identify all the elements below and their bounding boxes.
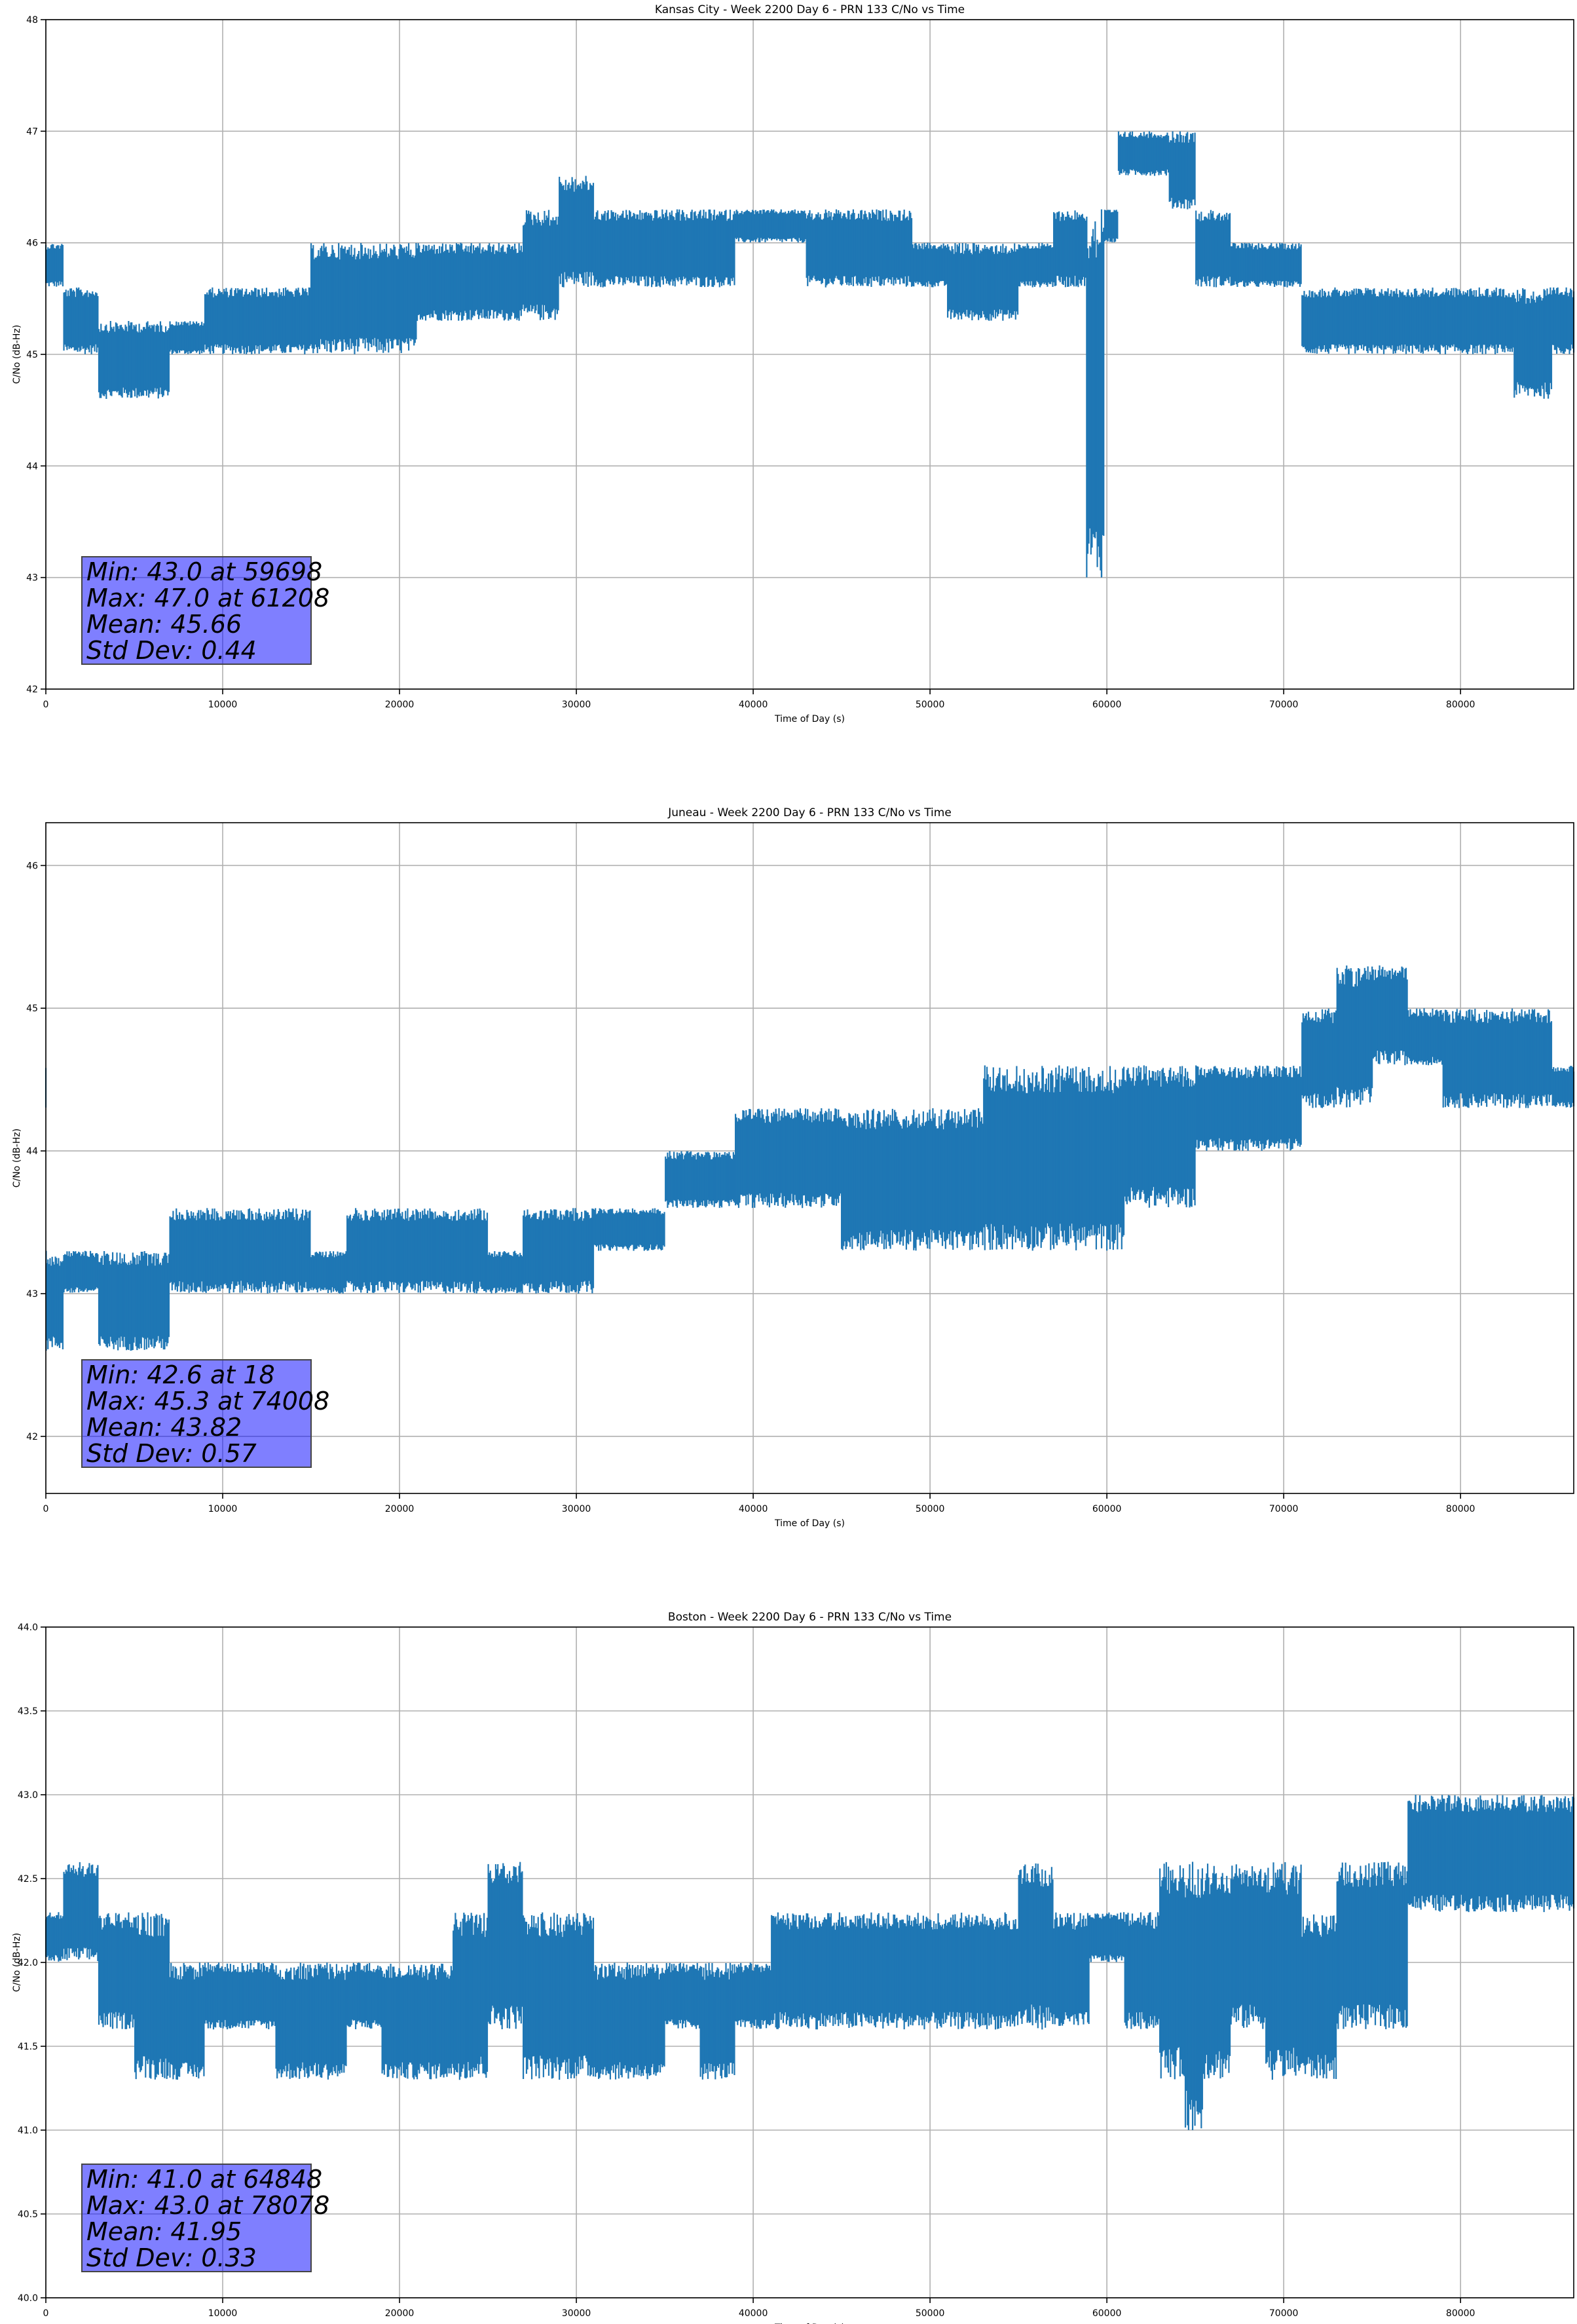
x-tick-label: 10000 (208, 1504, 238, 1514)
y-tick-label: 42 (26, 1432, 38, 1442)
y-tick-label: 48 (26, 15, 38, 26)
stats-max: Max: 43.0 at 78078 (86, 2191, 330, 2220)
y-tick-label: 40.0 (18, 2293, 38, 2304)
stats-max: Max: 45.3 at 74008 (86, 1387, 330, 1415)
x-tick-label: 20000 (385, 1504, 415, 1514)
stats-box-boston: Min: 41.0 at 64848 Max: 43.0 at 78078 Me… (81, 2164, 330, 2272)
chart-juneau: 0 10000 20000 30000 40000 50000 60000 70000 8000… (12, 806, 1575, 1529)
x-tick-label: 60000 (1092, 700, 1122, 710)
stats-mean: Mean: 41.95 (86, 2217, 242, 2246)
x-tick-label: 10000 (208, 700, 238, 710)
stats-max: Max: 47.0 at 61208 (86, 584, 330, 612)
data-series (45, 1795, 1575, 2130)
stats-mean: Mean: 43.82 (86, 1413, 242, 1442)
y-tick-label: 43 (26, 573, 38, 584)
data-series (45, 965, 1575, 1351)
x-tick-label: 30000 (562, 2308, 591, 2319)
x-tick-label: 60000 (1092, 2308, 1122, 2319)
x-axis-label: Time of Day (s) (774, 2323, 845, 2324)
x-tick-label: 70000 (1269, 2308, 1299, 2319)
x-tick-label: 10000 (208, 2308, 238, 2319)
y-tick-label: 41.0 (18, 2126, 38, 2136)
chart-boston: 0 10000 20000 30000 40000 50000 60000 70000 8000… (12, 1611, 1575, 2324)
x-tick-label: 50000 (916, 2308, 945, 2319)
y-tick-label: 47 (26, 126, 38, 137)
chart-title: Juneau - Week 2200 Day 6 - PRN 133 C/No … (667, 806, 952, 819)
stats-box-juneau: Min: 42.6 at 18 Max: 45.3 at 74008 Mean:… (81, 1359, 330, 1468)
x-tick-label: 30000 (562, 1504, 591, 1514)
stats-min: Min: 41.0 at 64848 (86, 2165, 323, 2194)
y-axis-label: C/No (dB-Hz) (12, 1933, 22, 1992)
x-tick-label: 30000 (562, 700, 591, 710)
x-tick-label: 0 (43, 1504, 49, 1514)
y-tick-label: 43 (26, 1289, 38, 1300)
axes-frame (45, 822, 1574, 1494)
stats-stddev: Std Dev: 0.57 (86, 1439, 257, 1468)
x-tick-label: 50000 (916, 700, 945, 710)
stats-stddev: Std Dev: 0.44 (86, 636, 257, 665)
chart-title: Boston - Week 2200 Day 6 - PRN 133 C/No … (668, 1611, 952, 1624)
y-tick-label: 44 (26, 461, 38, 472)
y-tick-label: 45 (26, 350, 38, 360)
x-axis-label: Time of Day (s) (774, 1518, 845, 1529)
x-tick-label: 50000 (916, 1504, 945, 1514)
x-tick-label: 40000 (739, 1504, 768, 1514)
x-axis-label: Time of Day (s) (774, 714, 845, 724)
x-tick-label: 40000 (739, 2308, 768, 2319)
chart-kansas-city: 0 10000 20000 30000 40000 50000 60000 70000 8000… (12, 3, 1575, 724)
y-tick-label: 45 (26, 1003, 38, 1014)
x-tick-label: 20000 (385, 700, 415, 710)
y-tick-label: 43.5 (18, 1706, 38, 1717)
x-tick-label: 80000 (1446, 1504, 1475, 1514)
stats-min: Min: 43.0 at 59698 (86, 557, 323, 586)
chart-title: Kansas City - Week 2200 Day 6 - PRN 133 … (655, 3, 965, 16)
x-tick-label: 0 (43, 700, 49, 710)
x-tick-label: 70000 (1269, 700, 1299, 710)
y-tick-label: 46 (26, 861, 38, 871)
y-axis-label: C/No (dB-Hz) (12, 325, 22, 384)
x-tick-label: 40000 (739, 700, 768, 710)
y-tick-label: 42.5 (18, 1874, 38, 1884)
y-axis-label: C/No (dB-Hz) (12, 1129, 22, 1188)
y-tick-label: 41.5 (18, 2042, 38, 2052)
x-tick-label: 0 (43, 2308, 49, 2319)
x-tick-label: 60000 (1092, 1504, 1122, 1514)
y-tick-label: 42 (26, 684, 38, 695)
x-tick-label: 70000 (1269, 1504, 1299, 1514)
x-tick-label: 80000 (1446, 700, 1475, 710)
stats-mean: Mean: 45.66 (86, 610, 242, 639)
y-tick-label: 46 (26, 238, 38, 249)
y-tick-label: 44.0 (18, 1622, 38, 1633)
y-tick-label: 42.0 (18, 1958, 38, 1968)
stats-box-kansas-city: Min: 43.0 at 59698 Max: 47.0 at 61208 Me… (81, 556, 330, 665)
y-tick-label: 40.5 (18, 2209, 38, 2220)
stats-min: Min: 42.6 at 18 (86, 1360, 275, 1389)
y-tick-label: 43.0 (18, 1790, 38, 1801)
x-tick-label: 20000 (385, 2308, 415, 2319)
data-series (45, 131, 1575, 578)
stats-stddev: Std Dev: 0.33 (86, 2243, 257, 2272)
x-tick-label: 80000 (1446, 2308, 1475, 2319)
y-tick-label: 44 (26, 1146, 38, 1157)
